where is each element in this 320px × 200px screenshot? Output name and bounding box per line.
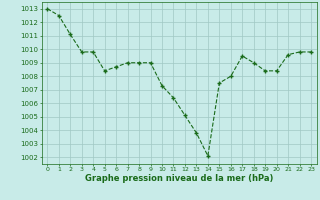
X-axis label: Graphe pression niveau de la mer (hPa): Graphe pression niveau de la mer (hPa): [85, 174, 273, 183]
